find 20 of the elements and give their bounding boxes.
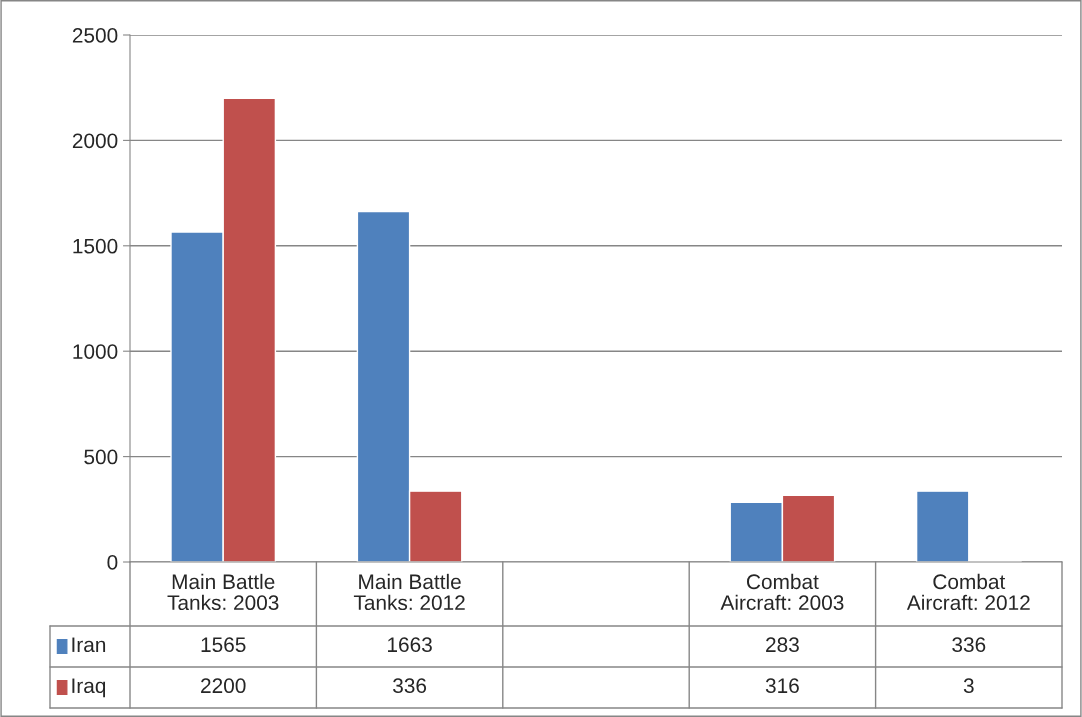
x-tick-label: Main Battle Tanks: 2012 [353, 573, 465, 611]
data-label: 1663 [388, 637, 432, 653]
data-label: 336 [393, 678, 427, 694]
x-tick-label: Combat Aircraft: 2012 [906, 573, 1030, 611]
legend-label: Iraq [72, 678, 106, 698]
y-tick-label: 1500 [73, 238, 118, 254]
y-tick-label: 1000 [73, 344, 118, 359]
x-tick-label: Combat Aircraft: 2003 [720, 573, 844, 611]
data-label: 2200 [201, 678, 246, 694]
y-tick-label: 2000 [72, 133, 118, 149]
legend-label: Iran [72, 637, 106, 653]
data-label: 1565 [201, 637, 246, 653]
y-tick-label: 2500 [72, 28, 118, 43]
data-label: 336 [952, 637, 986, 653]
data-label: 283 [766, 637, 799, 653]
data-label: 316 [765, 678, 799, 694]
x-tick-label: Main Battle Tanks: 2003 [167, 573, 279, 611]
data-label: 3 [963, 678, 974, 694]
y-tick-label: 500 [84, 449, 118, 465]
y-tick-label: 0 [107, 555, 118, 570]
